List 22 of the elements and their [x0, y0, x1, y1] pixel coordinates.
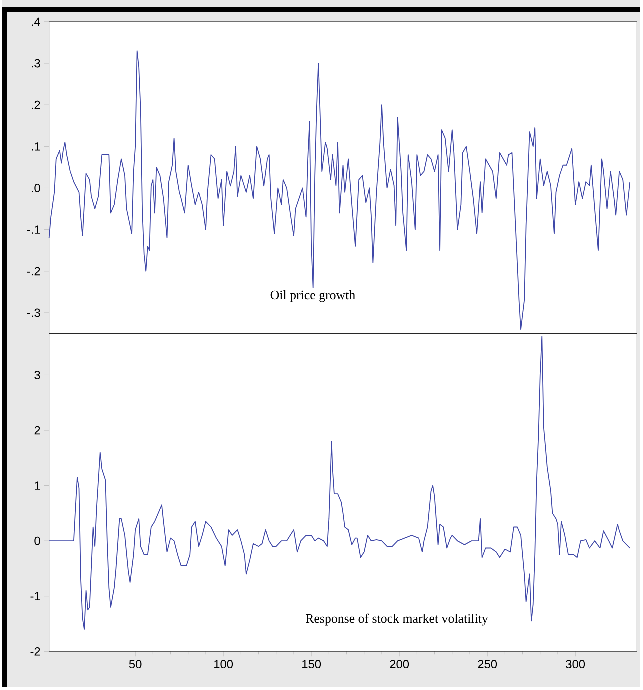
- y-tick-label: 2: [34, 426, 40, 435]
- y-tick-label: .4: [32, 18, 41, 26]
- y-tick-label: .2: [32, 100, 40, 110]
- y-tick-label: -1: [30, 592, 40, 600]
- y-tick-label: 3: [34, 371, 40, 380]
- y-tick-label: 0: [34, 536, 41, 546]
- y-tick-label: -.2: [28, 267, 40, 276]
- y-tick-label: -.3: [28, 308, 40, 318]
- y-tick-label: .1: [32, 142, 40, 151]
- y-tick-label: .3: [32, 59, 40, 68]
- x-tick-label: 50: [130, 660, 142, 669]
- y-tick-label: -2: [30, 647, 40, 656]
- x-tick-label: 250: [478, 660, 498, 669]
- x-tick-label: 150: [302, 660, 322, 669]
- y-tick-label: 1: [35, 482, 40, 490]
- x-tick-label: 100: [214, 660, 234, 669]
- text: Response of stock market volatility: [306, 614, 489, 626]
- series-label: Oil price growth: [271, 290, 356, 302]
- y-tick-label: .0: [32, 184, 41, 192]
- x-tick-label: 200: [390, 660, 410, 669]
- x-tick-label: 300: [566, 660, 586, 669]
- y-tick-label: -.1: [28, 226, 40, 234]
